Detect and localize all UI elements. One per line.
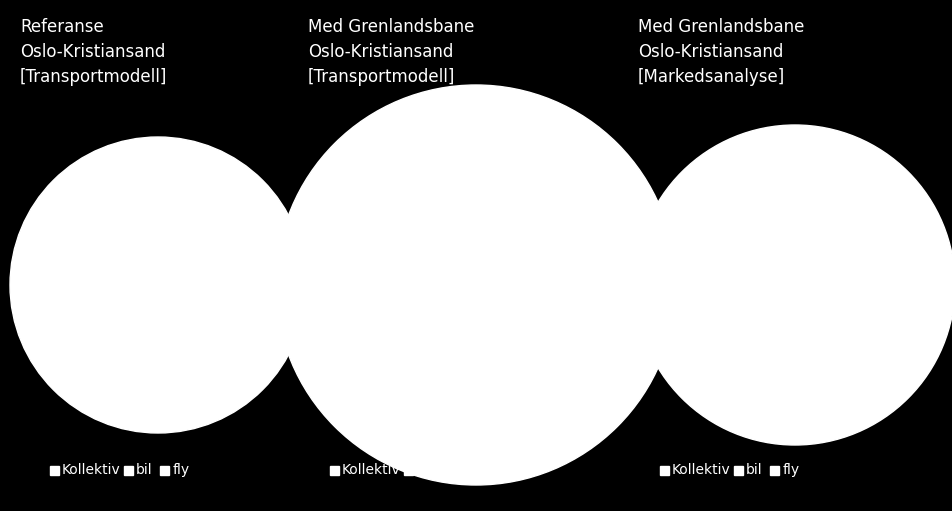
Text: Med Grenlandsbane
Oslo-Kristiansand
[Markedsanalyse]: Med Grenlandsbane Oslo-Kristiansand [Mar… [638,18,804,86]
Text: fly: fly [172,463,189,477]
Bar [734,466,743,475]
Bar [124,466,132,475]
Text: fly: fly [783,463,800,477]
Text: Kollektiv: Kollektiv [672,463,731,477]
Text: bil: bil [416,463,432,477]
Text: Med Grenlandsbane
Oslo-Kristiansand
[Transportmodell]: Med Grenlandsbane Oslo-Kristiansand [Tra… [308,18,474,86]
Ellipse shape [10,137,306,433]
Text: bil: bil [136,463,152,477]
Bar [160,466,169,475]
Text: Kollektiv: Kollektiv [62,463,121,477]
Bar [50,466,59,475]
Bar [330,466,339,475]
Text: bil: bil [745,463,763,477]
Bar [441,466,449,475]
Ellipse shape [635,125,952,445]
Bar [660,466,669,475]
Bar [770,466,780,475]
Text: Kollektiv: Kollektiv [342,463,401,477]
Text: fly: fly [452,463,469,477]
Ellipse shape [276,85,676,485]
Text: Referanse
Oslo-Kristiansand
[Transportmodell]: Referanse Oslo-Kristiansand [Transportmo… [20,18,168,86]
Bar [404,466,413,475]
